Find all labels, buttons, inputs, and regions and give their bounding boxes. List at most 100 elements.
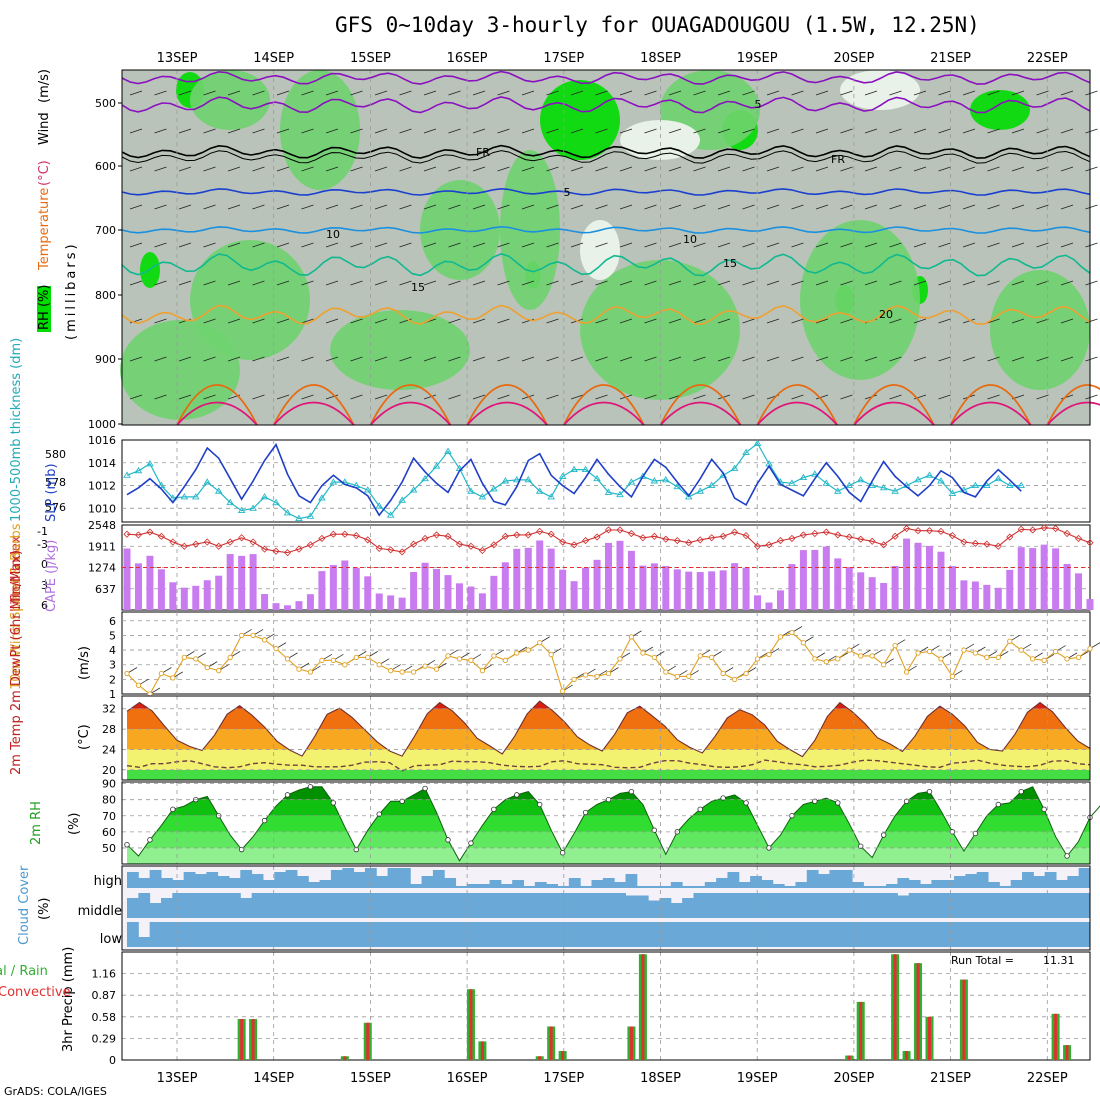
wind-barb	[1036, 356, 1049, 362]
wind-barb	[178, 204, 192, 210]
date-labels-top: 13SEP 14SEP 15SEP 16SEP 17SEP 18SEP 19SEP 20SEP…	[157, 51, 1068, 66]
pressure-tick: 900	[95, 353, 116, 366]
wind-barb	[840, 166, 853, 172]
rh-point	[376, 811, 382, 817]
wind-barb	[717, 356, 731, 362]
wind10-point	[559, 688, 566, 694]
thickness-point	[925, 471, 934, 478]
wind10m-panel: 1 23 4 56	[109, 611, 1100, 701]
cloud-cell-middle	[319, 893, 332, 918]
wind-barb	[791, 166, 804, 172]
lifted-point	[238, 534, 246, 542]
lifted-point	[123, 530, 131, 538]
wind-barb	[497, 242, 510, 248]
cape-bar	[731, 563, 739, 610]
cape-bar	[295, 601, 303, 610]
wind-barb	[987, 242, 1000, 248]
wind-barb	[717, 394, 731, 400]
wind-barb	[815, 90, 829, 96]
contour-label: FR	[831, 153, 845, 166]
wind-barb	[472, 242, 486, 248]
lifted-point	[157, 532, 165, 540]
cloud-cell-low	[761, 922, 774, 947]
pressure-tick: 800	[95, 289, 116, 302]
wind-frame	[121, 611, 1091, 695]
lifted-point	[983, 540, 991, 548]
footer-credit: GrADS: COLA/IGES	[4, 1085, 107, 1098]
slp-tick: 1014	[88, 457, 116, 470]
wind10-point	[1018, 647, 1024, 653]
wind10-point	[479, 667, 486, 674]
wind10-point	[582, 672, 589, 678]
rh-point	[720, 795, 726, 801]
lifted-point	[226, 538, 234, 546]
wind-barb	[227, 128, 241, 134]
wind-barb	[962, 356, 976, 362]
wind-barb	[889, 90, 902, 96]
lifted-point	[421, 534, 429, 543]
rh-point	[582, 809, 589, 816]
rh-point	[491, 806, 497, 813]
lifted-point	[753, 542, 762, 550]
cloud-cell-high	[308, 882, 321, 888]
wind-barb	[791, 90, 804, 96]
wind10-point	[537, 640, 543, 646]
rh-point	[789, 813, 795, 819]
rh-point	[238, 846, 245, 853]
wind10-point	[777, 634, 784, 640]
cape-tick: 1274	[88, 562, 116, 575]
wind-barb	[913, 280, 927, 286]
lifted-point	[639, 534, 647, 542]
thickness-point	[467, 487, 475, 494]
cloud-cell-high	[999, 886, 1012, 888]
wind10-point	[399, 669, 405, 675]
date-labels-bottom: 13SEP 14SEP 15SEP 16SEP 17SEP 18SEP 19SEP 20SEP…	[157, 1071, 1068, 1086]
slp-tick: 1010	[88, 502, 116, 515]
wind10-label: 10m Wind Speed & Barbs	[9, 523, 24, 690]
rh-point	[124, 842, 130, 848]
lifted-point	[685, 539, 693, 547]
wind-barb	[448, 166, 461, 172]
date-top-label: 21SEP	[930, 51, 971, 66]
cloud-cell-low	[954, 922, 966, 947]
cloud-cell-high	[636, 886, 649, 888]
cloud-cell-high	[602, 878, 615, 888]
wind10-point	[766, 651, 772, 658]
lifted-point	[352, 532, 360, 540]
wind-barb	[374, 394, 388, 400]
cloud-cell-low	[1067, 922, 1080, 947]
wind-barb	[129, 280, 143, 286]
cloud-cell-low	[1033, 922, 1046, 947]
cloud-cell-high	[818, 874, 830, 888]
precip-convective-bar	[641, 954, 645, 1060]
wind-barb	[619, 90, 633, 96]
wind10-point	[949, 673, 956, 680]
cloud-cell-high	[806, 870, 819, 888]
precip-convective-bar	[859, 1001, 863, 1060]
cape-bar	[146, 555, 154, 610]
cloud-cell-middle	[138, 893, 151, 918]
cloud-level-label: middle	[78, 904, 122, 919]
wind-barb	[203, 204, 216, 210]
cloud-cell-low	[1044, 922, 1057, 947]
wind10-point	[605, 670, 612, 677]
wind-barb	[1036, 318, 1049, 324]
wind-barb	[742, 356, 755, 362]
thickness-point	[157, 481, 166, 489]
thickness-point	[971, 481, 980, 489]
cloud-cell-middle	[455, 893, 468, 918]
wind-barb	[889, 204, 902, 210]
cloud-cell-low	[206, 922, 219, 947]
wind-barb	[154, 318, 167, 324]
cloud-cell-middle	[704, 893, 717, 918]
thickness-point	[478, 493, 487, 500]
precip-frame	[121, 951, 1091, 1061]
cape-bar	[490, 575, 498, 610]
wind10-point	[984, 654, 990, 661]
wind-barb	[595, 242, 608, 248]
cloud-cell-low	[795, 922, 808, 947]
cloud-cell-high	[364, 868, 377, 888]
thickness-point	[169, 494, 177, 501]
wind-barb	[203, 90, 216, 96]
date-bottom-label: 13SEP	[157, 1071, 198, 1086]
